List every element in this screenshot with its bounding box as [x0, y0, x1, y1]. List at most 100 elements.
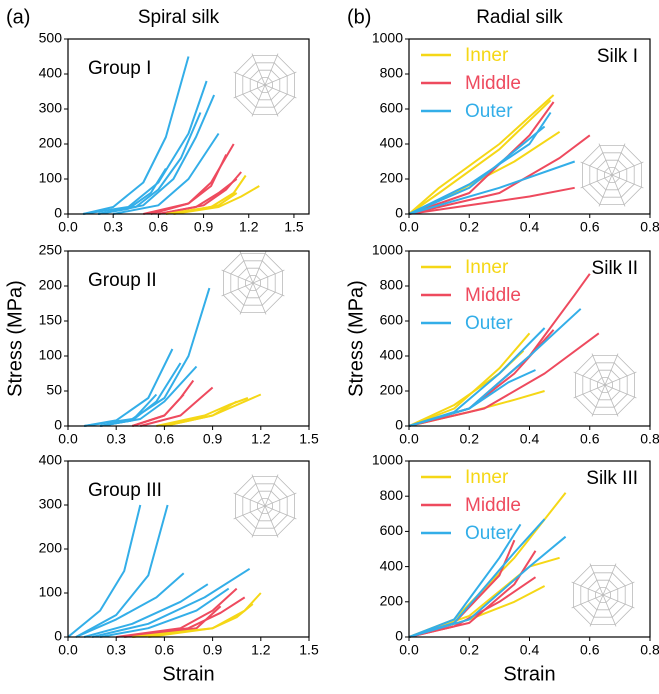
y-tick-label: 100 [39, 347, 63, 363]
x-tick-label: 0.9 [203, 642, 223, 658]
y-tick-label: 100 [39, 170, 63, 186]
column-title: Radial silk [476, 7, 563, 28]
web-spoke [591, 353, 606, 386]
y-tick-label: 200 [380, 382, 404, 398]
x-tick-label: 0.0 [58, 431, 78, 447]
stress-strain-curve [132, 592, 262, 638]
stress-strain-curve [82, 56, 190, 215]
stress-strain-curve [156, 397, 249, 427]
y-tick-label: 0 [395, 417, 403, 433]
web-spoke [252, 282, 285, 297]
stress-strain-curve [173, 192, 238, 215]
stress-strain-curve [82, 80, 208, 215]
web-spoke [252, 282, 267, 315]
y-tick-label: 400 [380, 135, 404, 151]
stress-strain-curve [408, 332, 600, 427]
stress-strain-curve [158, 178, 238, 215]
stress-strain-curve [99, 587, 230, 638]
web-spoke [580, 174, 613, 189]
stress-strain-curve [67, 504, 142, 638]
y-tick-label: 100 [39, 584, 63, 600]
y-tick-label: 200 [39, 540, 63, 556]
x-tick-label: 0.8 [640, 431, 659, 447]
y-tick-label: 300 [39, 496, 63, 512]
y-tick-label: 1000 [372, 242, 403, 258]
web-spoke [264, 84, 297, 99]
y-tick-label: 250 [39, 242, 63, 258]
panel-label: (b) [347, 6, 371, 28]
web-spoke [591, 384, 606, 417]
web-spoke [602, 581, 635, 596]
panel-title: Silk II [592, 258, 638, 279]
x-tick-label: 0.6 [155, 642, 175, 658]
legend-label: Inner [465, 467, 509, 488]
y-tick-label: 500 [39, 30, 63, 46]
stress-strain-curve [408, 134, 591, 215]
y-tick-label: 400 [380, 557, 404, 573]
web-spoke [221, 282, 254, 297]
stress-strain-curve [408, 99, 552, 215]
y-tick-label: 0 [54, 417, 62, 433]
stress-strain-curve [99, 362, 182, 427]
x-tick-label: 1.5 [284, 219, 304, 235]
web-spoke [573, 371, 606, 386]
legend-label: Inner [465, 257, 509, 278]
web-spoke [221, 269, 254, 284]
x-tick-label: 0.9 [194, 219, 214, 235]
y-tick-label: 800 [380, 65, 404, 81]
y-tick-label: 150 [39, 312, 63, 328]
y-tick-label: 200 [380, 170, 404, 186]
x-tick-label: 0.8 [640, 642, 659, 658]
stress-strain-curve [113, 132, 220, 215]
stress-strain-curve [408, 329, 555, 427]
x-tick-label: 0.2 [460, 642, 480, 658]
x-tick-label: 1.5 [299, 431, 319, 447]
web-spoke [233, 492, 266, 507]
y-tick-label: 800 [380, 277, 404, 293]
x-tick-label: 0.0 [399, 431, 419, 447]
stress-strain-curve [408, 523, 522, 638]
y-tick-label: 50 [46, 382, 62, 398]
y-tick-label: 0 [395, 628, 403, 644]
stress-strain-curve [83, 583, 209, 638]
legend-label: Middle [465, 285, 521, 306]
legend-label: Outer [465, 523, 513, 544]
y-tick-label: 300 [39, 100, 63, 116]
web-icon [233, 474, 297, 538]
web-spoke [233, 71, 266, 86]
panel-title: Group I [88, 58, 151, 79]
web-spoke [611, 143, 626, 176]
y-tick-label: 1000 [372, 452, 403, 468]
panel-label: (a) [6, 6, 30, 28]
web-spoke [233, 84, 266, 99]
x-axis-label: Strain [503, 663, 555, 685]
legend-label: Inner [465, 45, 509, 66]
stress-strain-curve [116, 587, 238, 638]
web-spoke [604, 353, 619, 386]
x-tick-label: 0.9 [203, 431, 223, 447]
stress-strain-curve [140, 386, 214, 427]
web-spoke [604, 384, 637, 399]
stress-strain-curve [164, 400, 238, 427]
x-tick-label: 0.6 [580, 219, 600, 235]
web-icon [580, 143, 644, 207]
stress-strain-curve [408, 160, 576, 215]
web-spoke [264, 474, 279, 507]
stress-strain-curve [408, 94, 555, 215]
y-tick-label: 400 [380, 347, 404, 363]
web-spoke [604, 371, 637, 386]
x-tick-label: 0.6 [149, 219, 169, 235]
web-spoke [252, 269, 285, 284]
panel-title: Group III [88, 480, 162, 501]
x-tick-label: 0.0 [399, 219, 419, 235]
panel-title: Silk III [586, 468, 638, 489]
stress-strain-curve [99, 393, 158, 427]
stress-strain-curve [131, 393, 185, 427]
stress-strain-curve [91, 567, 251, 638]
x-tick-label: 0.2 [460, 219, 480, 235]
y-tick-label: 1000 [372, 30, 403, 46]
web-spoke [571, 581, 604, 596]
x-tick-label: 1.2 [239, 219, 259, 235]
x-tick-label: 0.0 [58, 219, 78, 235]
